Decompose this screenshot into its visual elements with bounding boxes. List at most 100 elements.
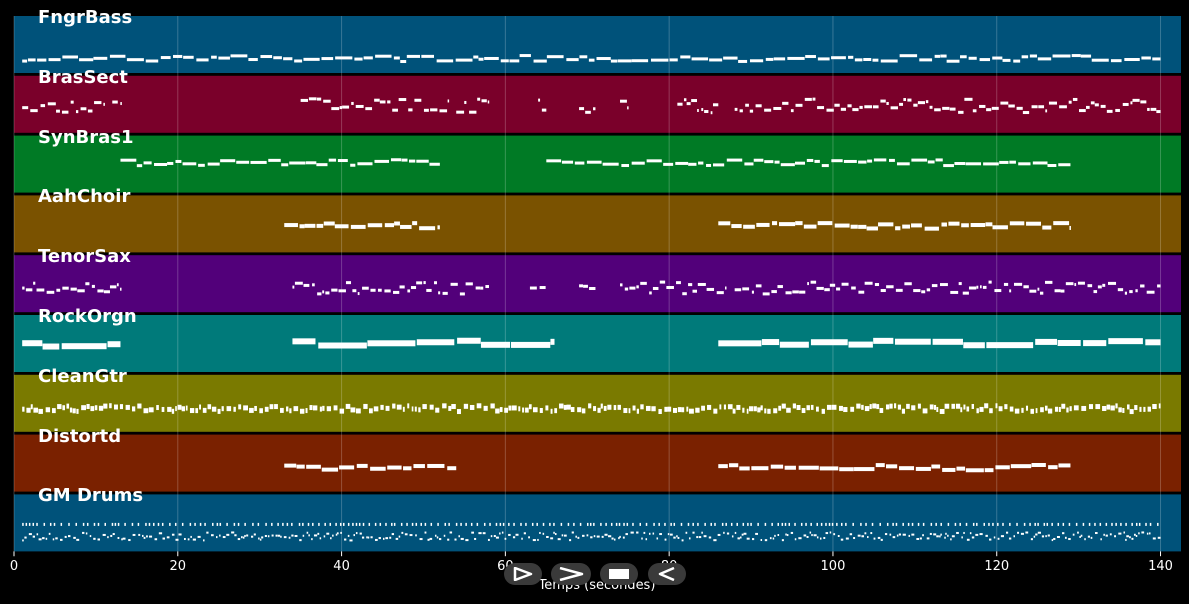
note: [940, 522, 942, 526]
note: [991, 106, 999, 110]
note: [62, 405, 65, 411]
note: [430, 522, 433, 526]
note: [1044, 405, 1048, 411]
note: [708, 536, 712, 539]
note: [175, 538, 179, 541]
note: [426, 288, 432, 292]
note: [649, 291, 652, 295]
note: [231, 531, 235, 534]
note: [627, 106, 629, 110]
note: [460, 522, 462, 526]
note: [149, 535, 153, 538]
note: [456, 110, 465, 114]
note: [495, 536, 499, 539]
note: [161, 406, 165, 412]
note: [60, 538, 63, 541]
note: [439, 109, 448, 113]
note: [481, 99, 487, 103]
note: [317, 292, 322, 296]
note: [718, 221, 731, 226]
note: [1131, 522, 1133, 526]
note: [880, 538, 883, 541]
note: [723, 531, 725, 534]
note: [1009, 522, 1011, 526]
note: [965, 468, 984, 473]
note: [137, 403, 142, 409]
note: [764, 408, 767, 414]
play-button[interactable]: [504, 563, 542, 585]
stop-button[interactable]: [600, 563, 638, 585]
note: [975, 533, 979, 536]
note: [169, 522, 171, 526]
note: [1135, 522, 1138, 526]
note: [636, 408, 639, 414]
note: [852, 522, 854, 526]
note: [146, 535, 148, 538]
track-label: FngrBass: [38, 7, 133, 28]
note: [1156, 110, 1161, 114]
note: [400, 224, 412, 229]
note: [787, 56, 805, 60]
tick-label: 140: [1148, 559, 1173, 574]
note: [493, 535, 496, 538]
note: [1008, 537, 1012, 540]
note: [741, 533, 744, 536]
note: [1045, 535, 1047, 538]
note: [997, 537, 1000, 540]
note: [688, 283, 693, 287]
note: [69, 407, 73, 413]
note: [698, 161, 704, 165]
note: [40, 104, 46, 108]
note: [749, 406, 754, 412]
note: [30, 109, 38, 113]
note: [764, 160, 774, 164]
note: [1120, 522, 1122, 526]
note: [49, 522, 52, 526]
note: [89, 535, 92, 538]
note: [672, 407, 678, 413]
note: [673, 522, 676, 526]
note: [1077, 531, 1079, 534]
note: [131, 522, 134, 526]
note: [216, 536, 218, 539]
note: [746, 537, 750, 540]
note: [499, 532, 501, 535]
note: [393, 56, 400, 60]
note: [605, 522, 607, 526]
note: [553, 522, 555, 526]
note: [872, 403, 877, 409]
note: [340, 531, 342, 534]
rewind-button[interactable]: [648, 563, 686, 585]
note: [894, 338, 931, 345]
note: [107, 536, 109, 539]
note: [1084, 538, 1086, 541]
note: [1134, 405, 1138, 411]
note: [884, 533, 888, 536]
note: [569, 539, 572, 542]
note: [27, 58, 36, 62]
note: [250, 160, 267, 164]
note: [806, 535, 809, 538]
note: [723, 404, 727, 410]
note: [184, 538, 186, 541]
note: [586, 160, 602, 164]
note: [495, 522, 498, 526]
note: [292, 338, 316, 345]
note: [752, 538, 755, 541]
note: [1157, 284, 1161, 288]
note: [805, 522, 807, 526]
note: [427, 538, 430, 541]
note: [916, 537, 920, 540]
note: [430, 108, 438, 112]
note: [927, 160, 935, 164]
note: [582, 534, 585, 537]
track-label: CleanGtr: [38, 365, 127, 387]
note: [997, 522, 999, 526]
note: [1043, 522, 1046, 526]
note: [75, 110, 79, 114]
fast-forward-button[interactable]: [551, 563, 591, 585]
note: [771, 290, 777, 294]
note: [311, 538, 313, 541]
note: [356, 463, 368, 468]
note: [550, 408, 553, 414]
